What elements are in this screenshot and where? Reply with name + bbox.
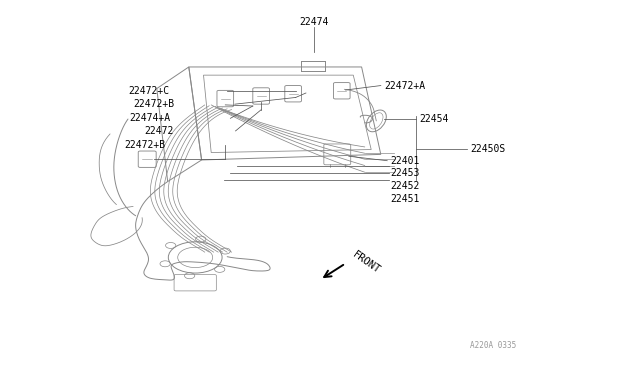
Text: 22474: 22474	[299, 17, 328, 26]
Text: 22453: 22453	[390, 169, 420, 178]
Text: 22472+B: 22472+B	[133, 99, 174, 109]
Text: 22454: 22454	[419, 114, 449, 124]
Text: 22472+A: 22472+A	[384, 81, 425, 90]
Text: 22451: 22451	[390, 194, 420, 204]
Text: 22472+C: 22472+C	[129, 86, 170, 96]
Text: 22450S: 22450S	[470, 144, 506, 154]
Text: FRONT: FRONT	[351, 249, 382, 275]
Text: 22472+B: 22472+B	[124, 140, 165, 150]
Text: A220A 0335: A220A 0335	[470, 341, 516, 350]
Text: 22472: 22472	[145, 126, 174, 136]
Text: 22401: 22401	[390, 156, 420, 166]
Text: 22474+A: 22474+A	[130, 113, 171, 123]
Text: 22452: 22452	[390, 181, 420, 191]
